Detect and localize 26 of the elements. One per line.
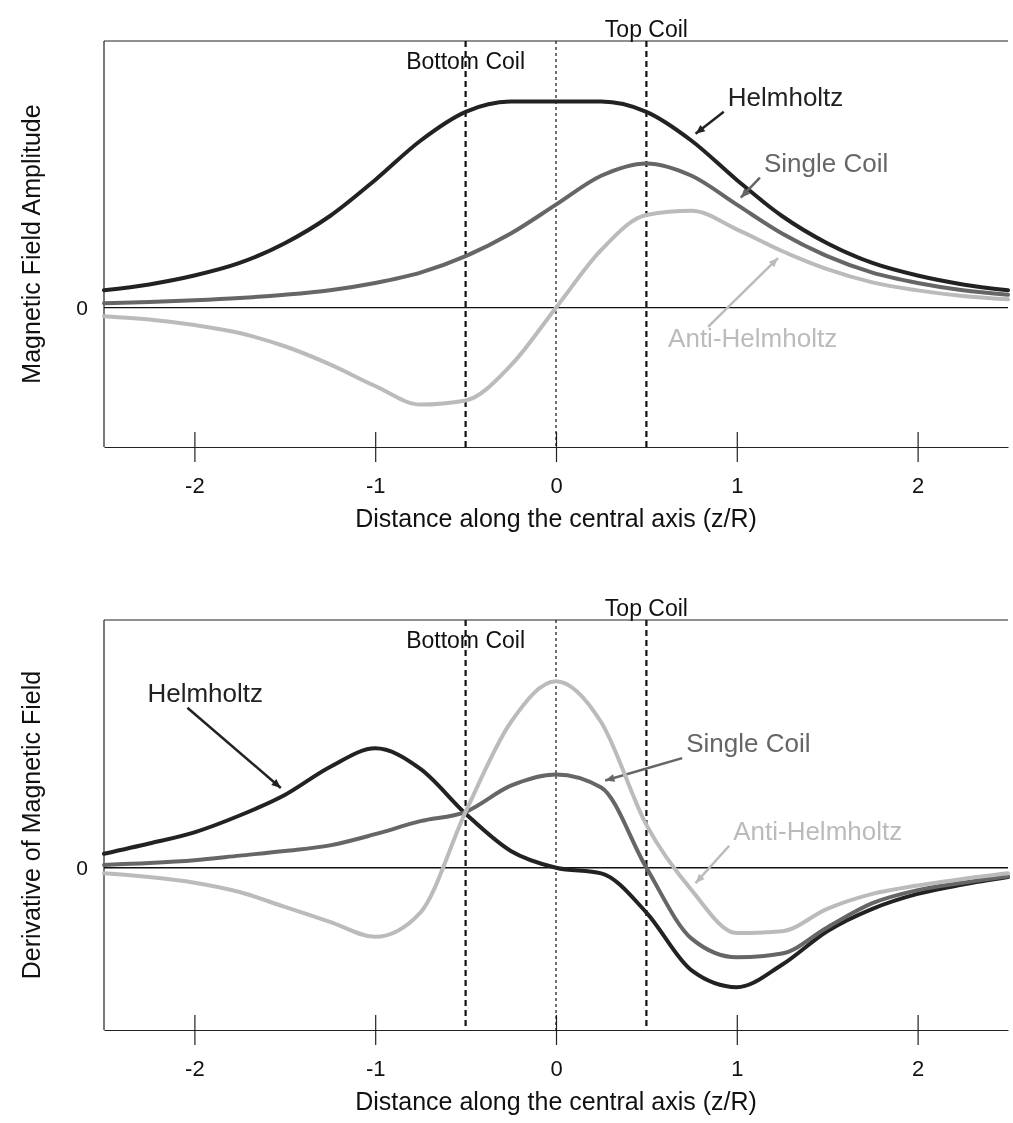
x-tick-label: 0: [550, 1055, 563, 1081]
text: Helmholtz: [147, 677, 263, 708]
x-axis-title: Distance along the central axis (z/R): [355, 504, 757, 532]
series-label: Single Coil: [763, 147, 889, 178]
x-tick-label: -1: [365, 1055, 386, 1081]
text: 0: [76, 296, 88, 320]
ref-line-label: Bottom Coil: [406, 627, 526, 653]
y-axis-title: Derivative of Magnetic Field: [17, 670, 45, 980]
series-label: Helmholtz: [727, 81, 844, 112]
ref-line-label: Bottom Coil: [406, 48, 526, 74]
x-tick-label: -2: [185, 1055, 205, 1081]
ref-line-label: Top Coil: [604, 16, 688, 42]
x-tick-label: 1: [731, 1055, 744, 1081]
ref-line-label: Top Coil: [604, 595, 688, 621]
series-label: Anti-Helmholtz: [668, 322, 838, 353]
x-tick-label: 2: [911, 1055, 925, 1081]
x-tick-label: -1: [365, 472, 386, 498]
x-tick-label: 0: [550, 472, 563, 498]
x-tick-label: 1: [731, 472, 744, 498]
x-tick-label: -2: [185, 472, 205, 498]
y-axis-title: Magnetic Field Amplitude: [17, 104, 45, 384]
x-axis-title: Distance along the central axis (z/R): [355, 1087, 757, 1115]
text: 0: [76, 856, 88, 880]
series-label: Anti-Helmholtz: [733, 815, 903, 846]
x-tick-label: 2: [911, 472, 925, 498]
text: Single Coil: [686, 728, 811, 759]
